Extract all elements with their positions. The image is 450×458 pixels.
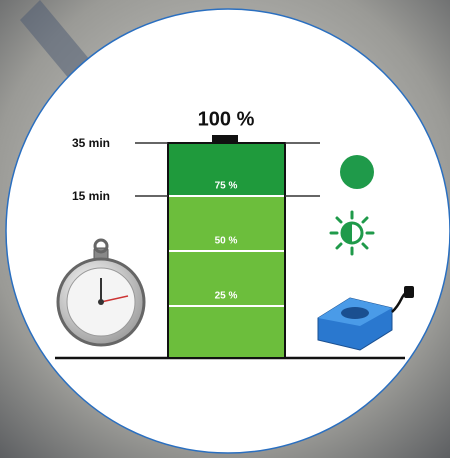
battery-top-section	[169, 144, 284, 195]
stopwatch-icon	[56, 238, 146, 347]
full-label: 100 %	[198, 108, 255, 130]
time-label: 15 min	[72, 189, 110, 203]
level-label: 50 %	[215, 236, 238, 247]
charger-icon	[317, 286, 414, 351]
battery-cap	[212, 135, 238, 144]
blink-icon	[329, 210, 375, 256]
level-label: 25 %	[215, 291, 238, 302]
led-icon	[340, 155, 374, 189]
level-label: 75 %	[215, 181, 238, 192]
time-label: 35 min	[72, 136, 110, 150]
background-shape	[20, 0, 90, 80]
